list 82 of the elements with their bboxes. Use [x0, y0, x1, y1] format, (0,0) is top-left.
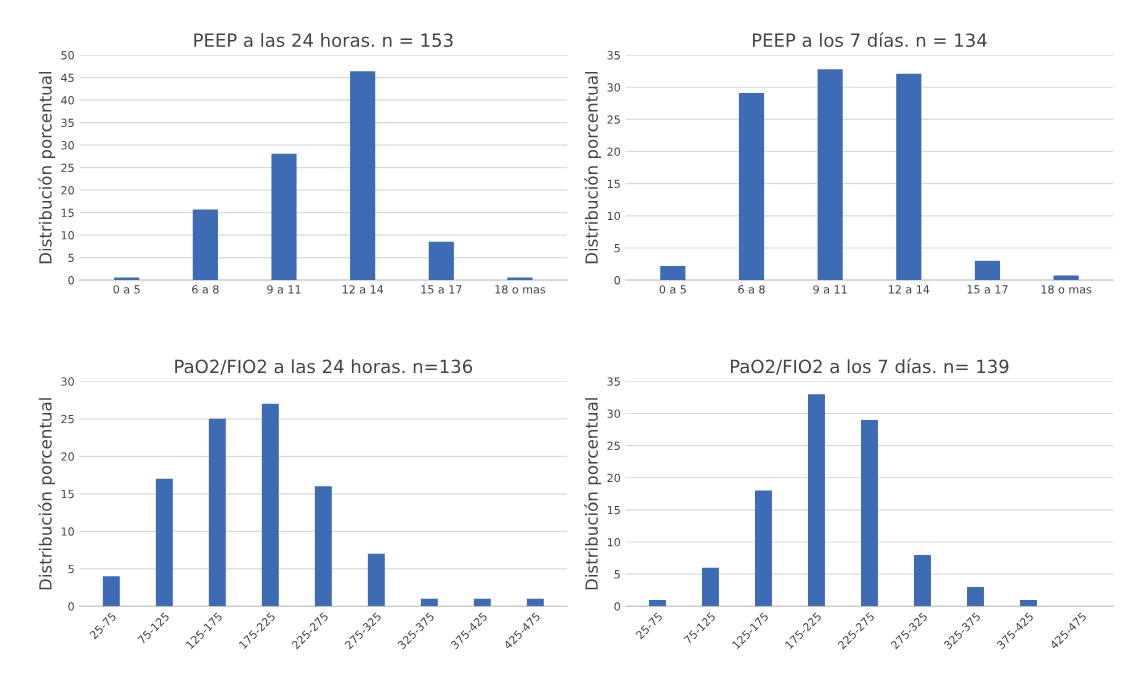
- bar: [192, 209, 218, 281]
- y-axis-title: Distribución porcentual: [584, 72, 602, 264]
- y-tick-label: 15: [607, 179, 620, 189]
- bar: [208, 418, 226, 607]
- bar: [966, 587, 984, 607]
- y-axis-title: Distribución porcentual: [38, 398, 55, 590]
- y-tick-label: 50: [61, 51, 74, 60]
- y-axis-title: Distribución porcentual: [584, 398, 602, 590]
- bar: [367, 553, 385, 607]
- y-tick-label: 35: [61, 118, 74, 127]
- chart-title: PEEP a los 7 días. n = 134: [752, 32, 987, 48]
- y-tick-label: 35: [607, 377, 620, 386]
- y-tick-label: 20: [61, 186, 74, 195]
- x-tick-label: 9 a 11: [813, 285, 847, 294]
- x-tick-label: 12 a 14: [342, 285, 384, 294]
- bar: [114, 277, 140, 281]
- bar: [754, 490, 772, 607]
- y-tick-label: 15: [607, 506, 620, 515]
- y-tick-label: 0: [68, 602, 74, 611]
- y-tick-label: 35: [607, 51, 620, 60]
- x-tick-label: 9 a 11: [267, 285, 301, 294]
- y-tick-label: 40: [61, 96, 74, 105]
- bar: [526, 598, 544, 607]
- y-tick-label: 10: [607, 538, 621, 547]
- bar: [420, 598, 438, 607]
- x-tick-label: 6 a 8: [192, 285, 219, 294]
- x-tick-label: 6 a 8: [738, 285, 765, 294]
- y-tick-label: 20: [607, 147, 621, 156]
- y-tick-label: 25: [61, 163, 74, 172]
- bar: [913, 554, 931, 607]
- bar: [473, 598, 491, 607]
- y-tick-label: 15: [61, 208, 74, 217]
- bar: [261, 403, 279, 607]
- bar: [974, 260, 1001, 281]
- bar: [271, 153, 297, 281]
- bar: [860, 419, 878, 607]
- bar: [807, 394, 825, 607]
- bar: [428, 241, 454, 281]
- x-tick-label: 18 o mas: [495, 285, 546, 294]
- y-tick-label: 0: [614, 276, 621, 285]
- x-tick-label: 15 a 17: [421, 285, 462, 294]
- bar: [314, 486, 332, 607]
- bar: [648, 599, 666, 607]
- bar: [738, 93, 765, 281]
- y-tick-label: 0: [614, 602, 621, 611]
- y-tick-label: 30: [607, 409, 621, 418]
- x-tick-label: 12 a 14: [888, 285, 930, 294]
- x-tick-label: 15 a 17: [967, 285, 1008, 294]
- y-tick-label: 10: [61, 231, 74, 240]
- y-axis-title: Distribución porcentual: [38, 72, 55, 264]
- bar: [1020, 599, 1037, 607]
- bar: [350, 71, 376, 281]
- y-tick-label: 5: [614, 570, 620, 579]
- y-tick-label: 25: [607, 115, 620, 124]
- bar: [102, 576, 120, 607]
- bar: [896, 73, 922, 281]
- y-tick-label: 30: [61, 141, 74, 150]
- x-tick-label: 18 o mas: [1041, 285, 1092, 294]
- y-tick-label: 20: [607, 473, 621, 483]
- x-tick-label: 0 a 5: [113, 285, 140, 294]
- bar: [155, 478, 173, 607]
- y-tick-label: 10: [607, 211, 621, 221]
- y-tick-label: 30: [607, 83, 621, 92]
- y-tick-label: 45: [61, 73, 74, 82]
- y-tick-label: 30: [61, 377, 74, 386]
- chart-title: PaO2/FIO2 a los 7 días. n= 139: [730, 358, 1009, 375]
- chart-title: PaO2/FIO2 a las 24 horas. n=136: [175, 359, 473, 375]
- bar: [701, 567, 719, 607]
- bar: [660, 265, 686, 281]
- y-tick-label: 5: [68, 564, 74, 574]
- chart-title: PEEP a las 24 horas. n = 153: [194, 33, 453, 48]
- y-tick-label: 15: [61, 489, 74, 499]
- y-tick-label: 0: [68, 276, 74, 285]
- y-tick-label: 25: [61, 414, 74, 424]
- bar: [507, 277, 533, 281]
- bar: [817, 69, 843, 281]
- y-tick-label: 25: [607, 441, 620, 450]
- y-tick-label: 5: [68, 253, 74, 262]
- y-tick-label: 10: [61, 527, 74, 536]
- y-tick-label: 20: [61, 452, 74, 461]
- y-tick-label: 5: [614, 244, 620, 253]
- x-tick-label: 0 a 5: [659, 285, 686, 294]
